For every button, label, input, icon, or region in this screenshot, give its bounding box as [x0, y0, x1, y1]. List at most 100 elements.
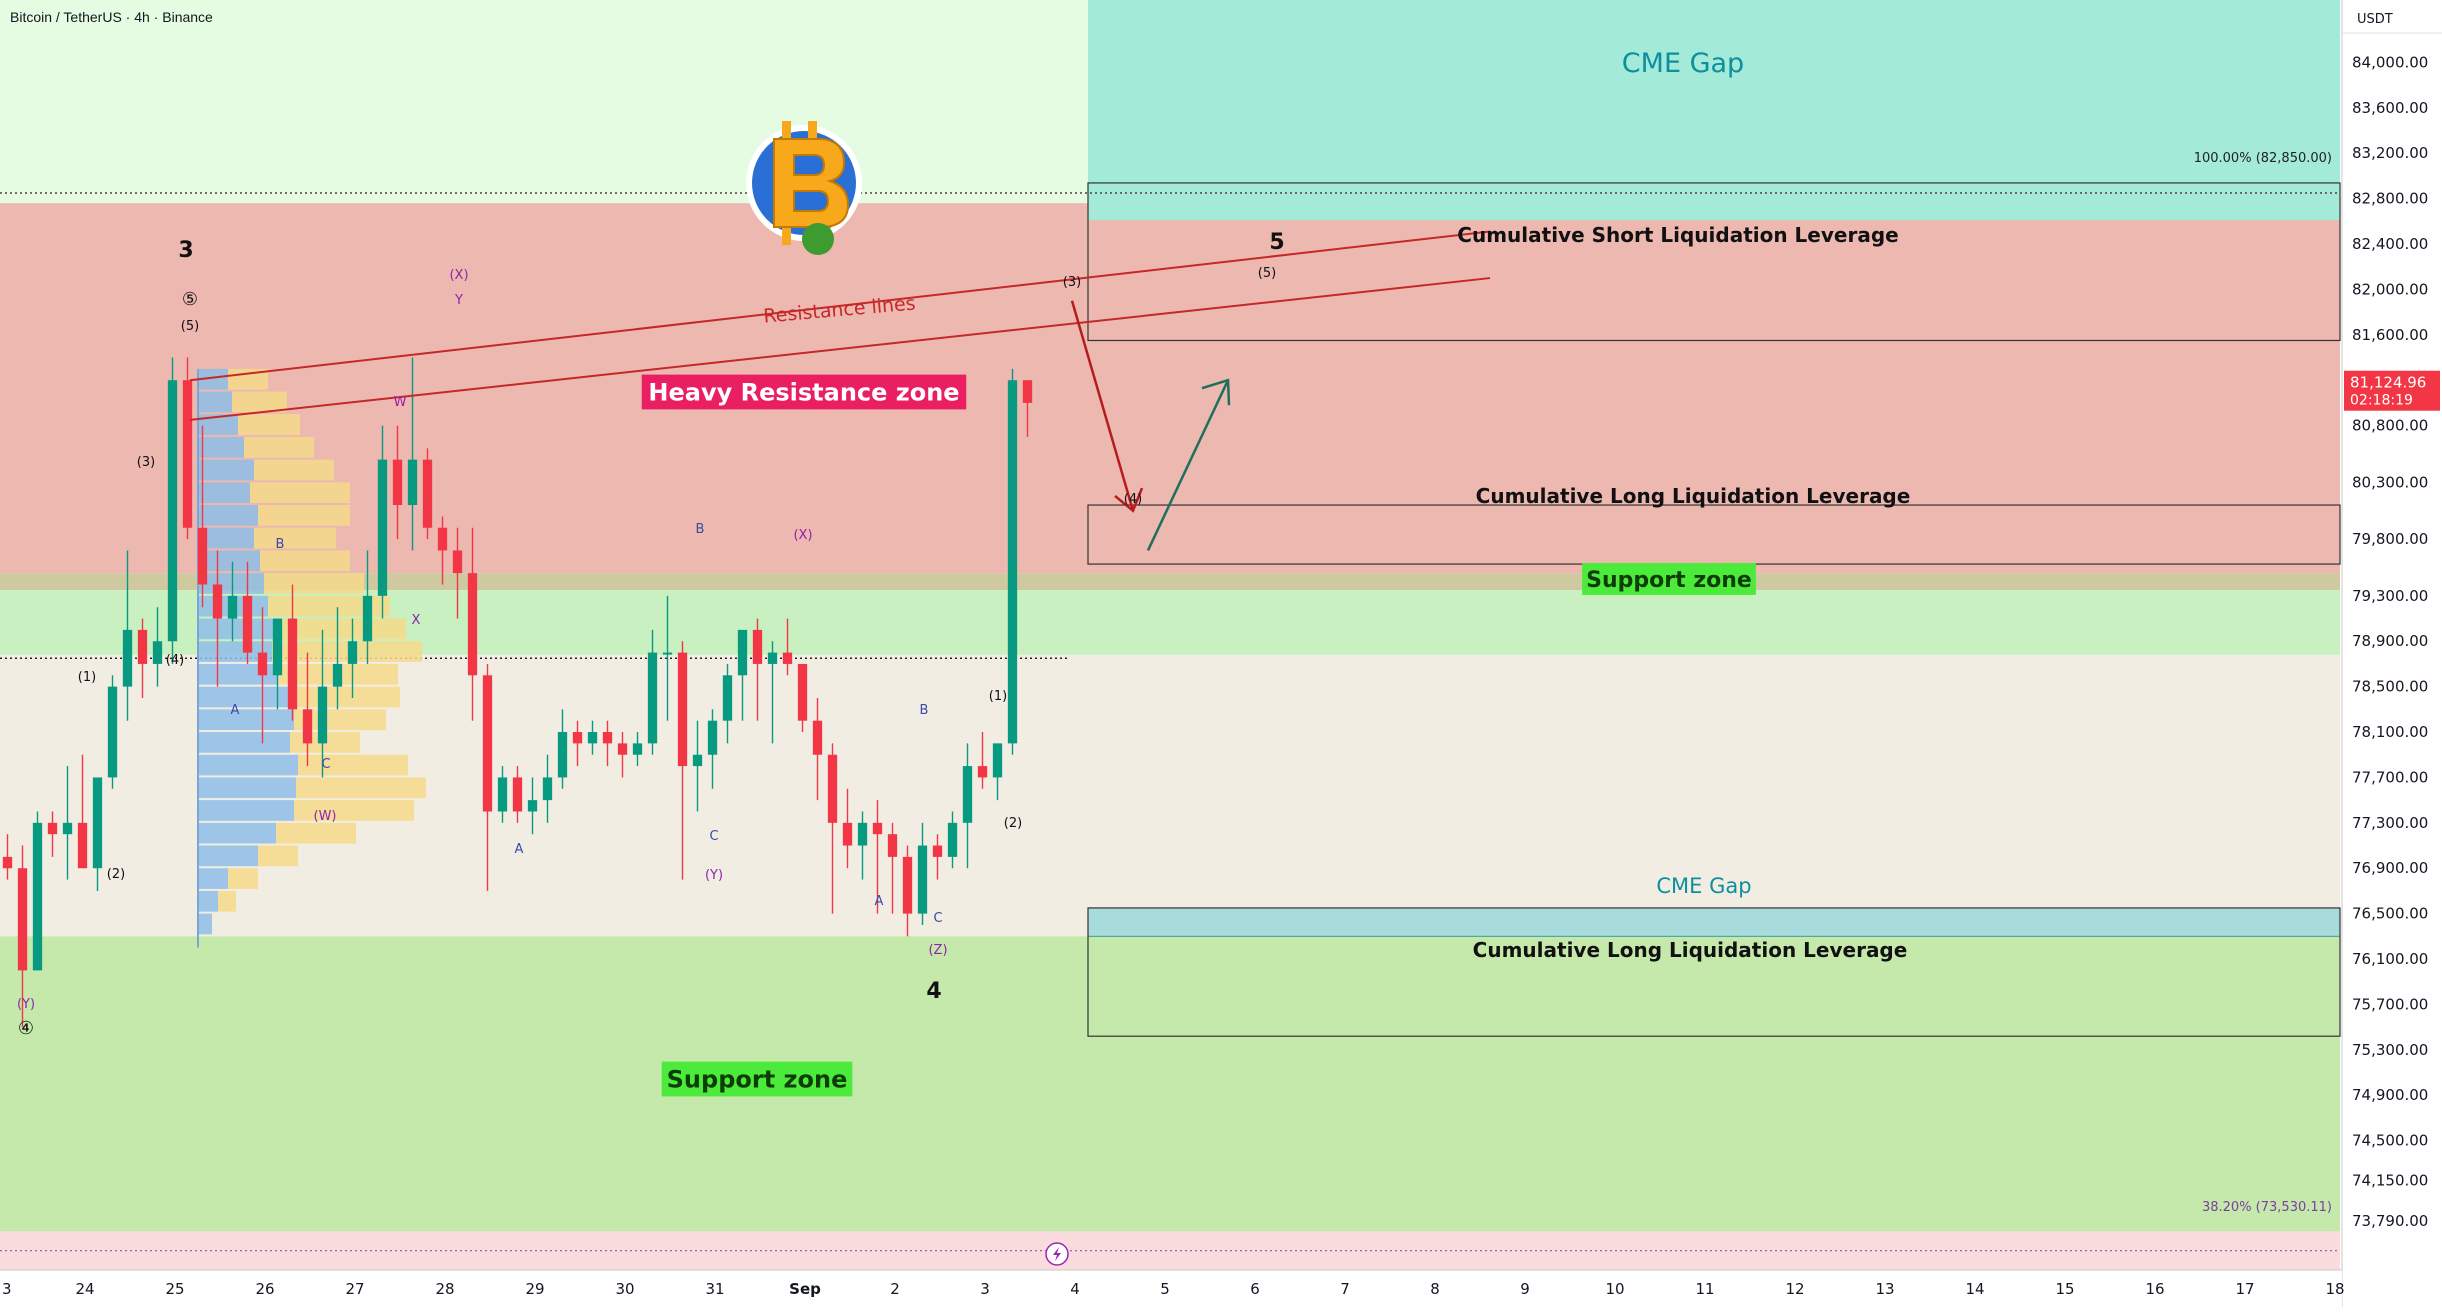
candle-body	[752, 629, 763, 664]
bitcoin-logo-stem	[782, 223, 791, 245]
wave-label-c-letter-1: C	[321, 757, 330, 772]
candle-body	[662, 652, 673, 655]
bitcoin-logo-stem	[808, 121, 817, 143]
candle-body	[302, 709, 313, 744]
wave-label-w1-paren: (1)	[78, 670, 96, 685]
wave-label-w4-paren: (4)	[166, 653, 184, 668]
candle-body	[872, 822, 883, 835]
candle-body	[77, 822, 88, 869]
last-price-value: 81,124.96	[2350, 374, 2426, 392]
fib-100-label: 100.00% (82,850.00)	[2194, 151, 2332, 166]
candle-body	[452, 550, 463, 574]
volume-profile-sell-bar	[258, 505, 350, 526]
price-tick-label: 83,600.00	[2352, 99, 2428, 117]
lower-support-zone	[0, 936, 2340, 1232]
wave-label-b-letter-3: B	[920, 703, 929, 718]
volume-profile-buy-bar	[198, 414, 238, 435]
candle-body	[932, 845, 943, 857]
long-liquidation-box-lower[interactable]	[1087, 907, 2341, 1037]
candle-body	[92, 777, 103, 869]
bitcoin-logo-stem	[782, 121, 791, 143]
volume-profile-sell-bar	[296, 777, 426, 799]
candle-body	[737, 629, 748, 676]
price-tick-label: 74,900.00	[2352, 1086, 2428, 1104]
time-tick-label: 9	[1520, 1280, 1530, 1298]
wave-label-x-letter: X	[412, 613, 421, 628]
short-liquidation-box[interactable]	[1087, 182, 2341, 342]
candle-body	[647, 652, 658, 744]
candle-body	[992, 743, 1003, 778]
projected-rise-arrow	[1146, 379, 1230, 551]
wave-label-c-letter-2: C	[709, 829, 718, 844]
price-tick-label: 74,500.00	[2352, 1132, 2428, 1150]
time-tick-label: 31	[705, 1280, 724, 1298]
time-tick-label: 30	[615, 1280, 634, 1298]
volume-profile-sell-bar	[264, 573, 364, 594]
time-tick-label: Sep	[789, 1280, 821, 1298]
candle-body	[527, 800, 538, 812]
wave-label-a-letter-3: A	[875, 894, 884, 909]
wave-label-w3: 3	[178, 238, 193, 263]
candle-body	[362, 595, 373, 642]
time-tick-label: 11	[1695, 1280, 1714, 1298]
long-liquidation-upper-label: Cumulative Long Liquidation Leverage	[1476, 484, 1911, 508]
wave-label-x-paren-2: (X)	[793, 528, 812, 543]
candle-body	[422, 459, 433, 528]
price-tick-label: 79,800.00	[2352, 530, 2428, 548]
price-tick-label: 77,300.00	[2352, 814, 2428, 832]
volume-profile-buy-bar	[198, 822, 276, 844]
time-tick-label: 26	[255, 1280, 274, 1298]
candle-body	[2, 856, 13, 869]
price-tick-label: 74,150.00	[2352, 1171, 2428, 1189]
bitcoin-logo-leaf	[802, 223, 834, 255]
time-tick-label: 10	[1605, 1280, 1624, 1298]
support-zone-lower-label: Support zone	[667, 1066, 848, 1094]
volume-profile-buy-bar	[198, 868, 228, 889]
volume-profile-buy-bar	[198, 527, 254, 549]
bitcoin-logo	[746, 121, 862, 255]
volume-profile-sell-bar	[276, 822, 356, 844]
time-tick-label: 16	[2145, 1280, 2164, 1298]
candle-body	[497, 777, 508, 812]
wave-label-a-letter-2: A	[515, 842, 524, 857]
time-tick-label: 5	[1160, 1280, 1170, 1298]
price-tick-label: 80,300.00	[2352, 473, 2428, 491]
time-tick-label: 29	[525, 1280, 544, 1298]
time-tick-label: 2	[890, 1280, 900, 1298]
cme-gap-bottom-zone	[1087, 907, 2341, 937]
resistance-line-upper	[189, 230, 1491, 382]
last-price-countdown: 02:18:19	[2350, 393, 2413, 409]
candle-body	[692, 754, 703, 767]
volume-profile-buy-bar	[198, 686, 290, 708]
candle-body	[857, 822, 868, 846]
candle-body	[587, 732, 598, 744]
volume-profile-sell-bar	[294, 709, 386, 731]
candle-body	[482, 675, 493, 812]
candle-body	[152, 641, 163, 664]
candle-body	[392, 459, 403, 506]
volume-profile-buy-bar	[198, 368, 228, 390]
candle-body	[332, 663, 343, 687]
price-tick-label: 75,700.00	[2352, 995, 2428, 1013]
volume-profile-buy-bar	[198, 732, 290, 753]
candle-body	[1022, 380, 1033, 403]
candle-body	[377, 459, 388, 596]
volume-profile-buy-bar	[198, 913, 212, 935]
volume-profile-sell-bar	[294, 800, 414, 821]
price-tick-label: 78,900.00	[2352, 632, 2428, 650]
indicator-lightning-icon[interactable]	[1045, 1242, 1069, 1266]
price-tick-label: 83,200.00	[2352, 144, 2428, 162]
wave-label-w4-main: 4	[926, 979, 941, 1004]
candle-body	[707, 720, 718, 755]
wave-label-a-letter-1: A	[231, 703, 240, 718]
support-zone-upper-label-bg	[1582, 563, 1756, 595]
volume-profile-buy-bar	[198, 709, 294, 731]
candle-body	[347, 641, 358, 664]
candle-body	[32, 822, 43, 971]
candle-body	[902, 856, 913, 914]
bitcoin-logo-glyph	[773, 138, 850, 228]
candle-body	[437, 527, 448, 551]
candle-body	[827, 754, 838, 823]
